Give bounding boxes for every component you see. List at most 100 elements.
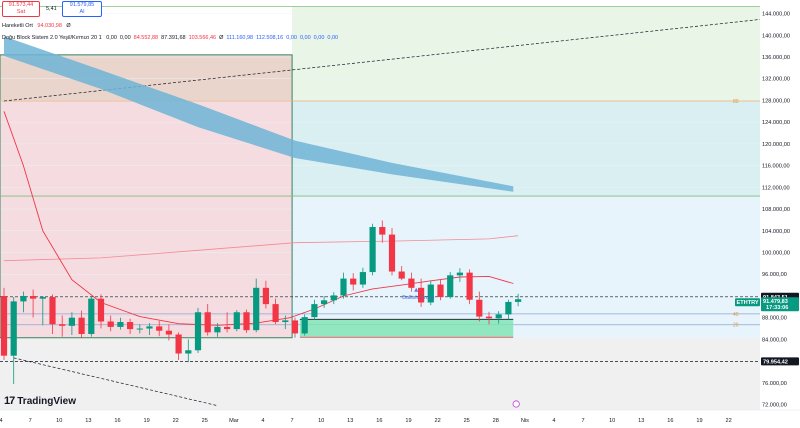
candle[interactable] [369, 223, 376, 276]
sell-price-box[interactable]: 91.573,44 Sat [2, 1, 40, 17]
time-axis-label: 10 [56, 418, 62, 424]
indicator-legend-row[interactable]: Doğu Block Sistem 2.0 Yeşil/Kırmızı 20 1… [2, 35, 338, 41]
price-axis-label: 136.000,00 [762, 55, 790, 61]
candle[interactable] [107, 315, 114, 332]
price-axis[interactable]: 72.000,0076.000,0080.000,0084.000,0088.0… [735, 0, 800, 428]
bullish-cross-label: Bullish Cross [402, 295, 434, 301]
candle[interactable] [447, 272, 454, 299]
candle-body [282, 320, 289, 323]
candle[interactable] [311, 299, 318, 320]
candle-body [456, 272, 463, 276]
candle[interactable] [59, 315, 66, 337]
time-axis-label: 19 [405, 418, 411, 424]
candle[interactable] [214, 323, 221, 337]
candle[interactable] [330, 292, 337, 305]
candle[interactable] [194, 307, 202, 353]
candle[interactable] [359, 267, 366, 288]
candle-body [136, 328, 143, 330]
ma-legend-row[interactable]: Hareketli Ort 94.030,98 Ø [2, 23, 71, 29]
indicator-value: 0,00 [106, 35, 117, 41]
indicator-value: Ø [219, 35, 224, 41]
candle[interactable] [78, 310, 85, 338]
candle[interactable] [282, 315, 289, 330]
candle[interactable] [253, 278, 260, 333]
candles[interactable] [0, 220, 522, 384]
candle[interactable] [408, 272, 415, 292]
candle[interactable] [136, 324, 143, 334]
candle[interactable] [505, 299, 512, 320]
time-axis-label: 4 [0, 418, 3, 424]
candle-body [408, 278, 415, 288]
candle[interactable] [301, 314, 308, 336]
candle[interactable] [146, 323, 153, 336]
tradingview-logo-text: TradingView [17, 395, 76, 407]
candle[interactable] [398, 266, 405, 281]
candle[interactable] [350, 273, 357, 291]
chart-annotations: Bullish Cross [402, 287, 435, 301]
candle[interactable] [30, 289, 37, 318]
candle[interactable] [379, 220, 386, 243]
candle[interactable] [175, 332, 182, 361]
candle[interactable] [204, 304, 211, 336]
candle[interactable] [68, 312, 75, 336]
candle[interactable] [10, 297, 17, 384]
price-tag-time: 17:33:06 [766, 305, 788, 311]
candle[interactable] [117, 317, 124, 330]
time-axis-label: 16 [376, 418, 382, 424]
candle[interactable] [233, 310, 240, 332]
indicator-value: 0,00 [327, 35, 339, 41]
candle-body [194, 312, 202, 351]
candle[interactable] [185, 339, 192, 363]
candle-body [10, 301, 17, 356]
time-axis-label: 7 [291, 418, 294, 424]
candle[interactable] [156, 320, 163, 337]
buy-price-box[interactable]: 91.579,85 Al [62, 1, 102, 17]
trend-line [3, 14, 800, 102]
candle[interactable] [427, 280, 434, 306]
candle[interactable] [262, 280, 269, 309]
event-marker-icon[interactable] [512, 400, 520, 408]
upper-red-band [3, 235, 519, 262]
candle[interactable] [388, 228, 396, 276]
candle[interactable] [272, 298, 279, 325]
candle[interactable] [49, 294, 56, 334]
price-tag[interactable] [761, 297, 799, 312]
candle[interactable] [243, 309, 250, 333]
chart-overlays: 80 40 20 [0, 6, 800, 406]
buy-label: Al [79, 9, 85, 15]
ma-legend-extra: Ø [66, 23, 71, 29]
candle[interactable] [495, 311, 502, 324]
candle[interactable] [291, 317, 299, 338]
candle[interactable] [476, 291, 483, 322]
candle[interactable] [515, 293, 522, 307]
candle-body [88, 298, 95, 334]
candle[interactable] [127, 318, 134, 334]
indicator-value: 112.508,16 [256, 35, 284, 41]
candle[interactable] [39, 295, 46, 326]
candle[interactable] [0, 287, 8, 361]
price-tag-value: 79.954,42 [763, 359, 788, 365]
candle[interactable] [224, 312, 231, 333]
candle[interactable] [437, 279, 444, 301]
bullish-cross-marker [414, 287, 419, 292]
tradingview-logo[interactable]: 17 TradingView [4, 395, 76, 407]
candle[interactable] [88, 295, 95, 337]
time-axis-label: 22 [725, 418, 731, 424]
candle[interactable] [418, 278, 425, 307]
candle[interactable] [340, 272, 347, 299]
symbol-tag[interactable] [735, 298, 760, 307]
candle[interactable] [165, 324, 172, 341]
time-axis[interactable]: 4 7 10 13 16 19 22 25 Mar 4 7 10 13 16 19 22 25 28 Nis 4 7 10… [0, 400, 800, 424]
candle[interactable] [485, 311, 493, 325]
candle-body [301, 317, 308, 334]
price-tag-value: 91.479,83 [763, 299, 788, 305]
candle[interactable] [321, 295, 328, 308]
candle-body [495, 314, 502, 319]
price-tag[interactable] [761, 357, 799, 366]
candle[interactable] [97, 294, 105, 329]
candle[interactable] [20, 291, 27, 313]
candle[interactable] [456, 268, 463, 282]
candle[interactable] [466, 269, 473, 305]
price-axis-bg [760, 0, 800, 428]
